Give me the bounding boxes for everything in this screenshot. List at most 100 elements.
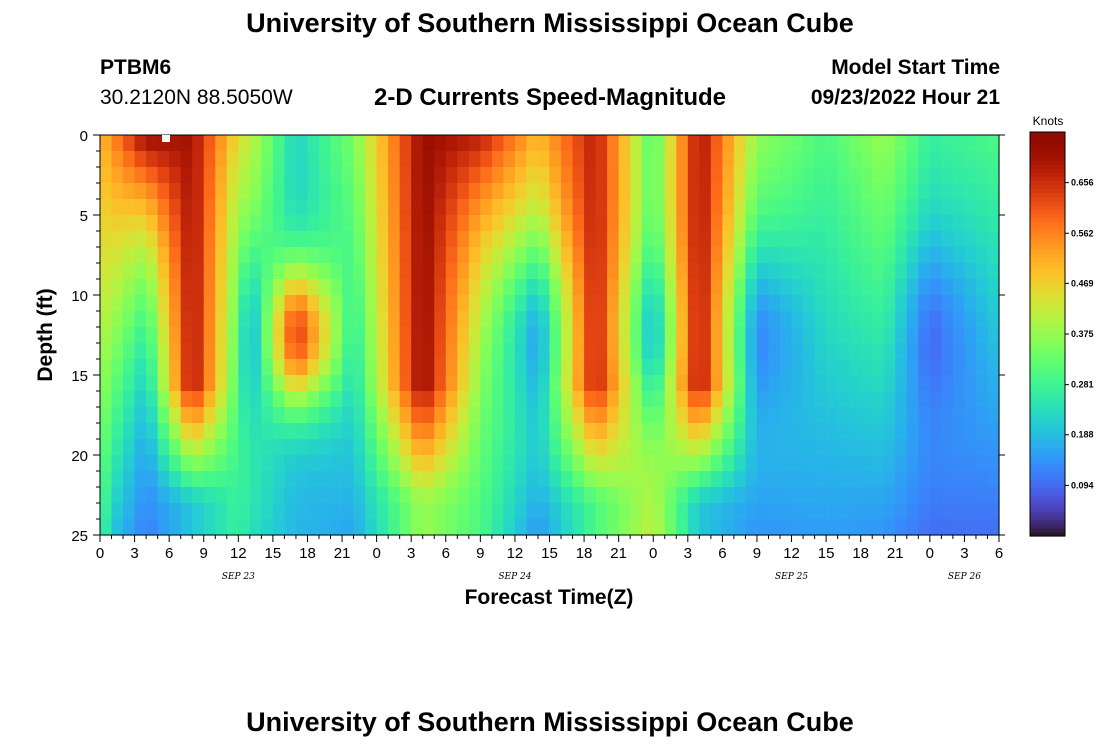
heatmap-cell	[388, 295, 401, 312]
colorbar-step	[1030, 152, 1065, 157]
heatmap-cell	[710, 391, 723, 408]
heatmap-cell	[975, 343, 989, 360]
heatmap-cell	[295, 231, 309, 248]
heatmap-cell	[791, 359, 804, 376]
heatmap-cell	[872, 199, 885, 216]
heatmap-cell	[537, 215, 551, 232]
heatmap-cell	[457, 151, 470, 168]
heatmap-cell	[100, 327, 113, 344]
heatmap-cell	[584, 503, 597, 520]
heatmap-cell	[641, 343, 654, 360]
heatmap-cell	[238, 247, 251, 264]
heatmap-cell	[699, 391, 712, 408]
heatmap-cell	[918, 311, 931, 328]
heatmap-cell	[952, 503, 966, 520]
heatmap-cell	[756, 135, 770, 152]
heatmap-cell	[226, 231, 239, 248]
heatmap-cell	[745, 151, 758, 168]
x-tick-label: 3	[130, 545, 138, 562]
heatmap-cell	[987, 231, 1000, 248]
heatmap-cell	[503, 231, 516, 248]
heatmap-cell	[411, 391, 424, 408]
heatmap-cell	[653, 439, 666, 456]
heatmap-cell	[376, 471, 389, 488]
heatmap-cell	[549, 247, 562, 264]
heatmap-cell	[584, 135, 597, 152]
heatmap-cell	[342, 455, 355, 472]
heatmap-cell	[837, 503, 850, 520]
heatmap-cell	[514, 231, 528, 248]
heatmap-cell	[491, 327, 504, 344]
heatmap-cell	[272, 343, 286, 360]
heatmap-cell	[745, 247, 758, 264]
heatmap-cell	[584, 343, 597, 360]
heatmap-cell	[780, 151, 793, 168]
heatmap-cell	[342, 247, 355, 264]
heatmap-cell	[687, 231, 700, 248]
heatmap-cell	[572, 151, 585, 168]
heatmap-cell	[295, 295, 309, 312]
heatmap-cell	[146, 183, 159, 200]
heatmap-cell	[192, 519, 205, 536]
heatmap-cell	[745, 407, 758, 424]
heatmap-cell	[307, 519, 320, 536]
heatmap-cell	[872, 359, 885, 376]
heatmap-cell	[803, 503, 816, 520]
heatmap-cell	[595, 359, 608, 376]
heatmap-cell	[906, 151, 919, 168]
heatmap-cell	[906, 343, 919, 360]
heatmap-cell	[929, 183, 942, 200]
heatmap-cell	[941, 439, 954, 456]
heatmap-cell	[676, 199, 689, 216]
heatmap-cell	[342, 135, 355, 152]
heatmap-cell	[918, 327, 931, 344]
heatmap-cell	[618, 311, 631, 328]
heatmap-cell	[964, 231, 977, 248]
heatmap-cell	[929, 295, 942, 312]
heatmap-cell	[514, 375, 528, 392]
heatmap-cell	[929, 151, 942, 168]
heatmap-cell	[987, 183, 1000, 200]
heatmap-cell	[814, 311, 827, 328]
heatmap-cell	[607, 487, 620, 504]
heatmap-cell	[503, 215, 516, 232]
heatmap-cell	[872, 391, 885, 408]
heatmap-cell	[238, 183, 251, 200]
heatmap-cell	[687, 455, 700, 472]
heatmap-cell	[584, 231, 597, 248]
heatmap-cell	[249, 487, 262, 504]
heatmap-cell	[261, 407, 274, 424]
heatmap-cell	[595, 311, 608, 328]
heatmap-cell	[595, 279, 608, 296]
heatmap-cell	[468, 487, 481, 504]
heatmap-cell	[434, 519, 447, 536]
heatmap-cell	[261, 359, 274, 376]
heatmap-cell	[572, 311, 585, 328]
heatmap-cell	[307, 295, 320, 312]
heatmap-cell	[226, 167, 239, 184]
x-axis-label: Forecast Time(Z)	[465, 586, 634, 609]
colorbar-tick-label: 0.469	[1071, 278, 1094, 288]
heatmap-cell	[123, 455, 136, 472]
heatmap-cell	[180, 423, 193, 440]
heatmap-cell	[860, 407, 873, 424]
heatmap-cell	[307, 503, 320, 520]
heatmap-cell	[295, 471, 309, 488]
heatmap-cell	[434, 167, 447, 184]
colorbar-step	[1030, 329, 1065, 335]
x-tick-label: 9	[753, 545, 761, 562]
heatmap-cell	[295, 423, 309, 440]
heatmap-cell	[756, 279, 770, 296]
heatmap-cell	[941, 279, 954, 296]
heatmap-cell	[952, 215, 966, 232]
heatmap-cell	[895, 471, 908, 488]
heatmap-cell	[342, 519, 355, 536]
heatmap-cell	[376, 343, 389, 360]
heatmap-cell	[895, 167, 908, 184]
heatmap-cell	[768, 407, 781, 424]
heatmap-cell	[618, 439, 631, 456]
heatmap-cell	[849, 359, 862, 376]
heatmap-cell	[595, 487, 608, 504]
heatmap-cell	[134, 199, 147, 216]
